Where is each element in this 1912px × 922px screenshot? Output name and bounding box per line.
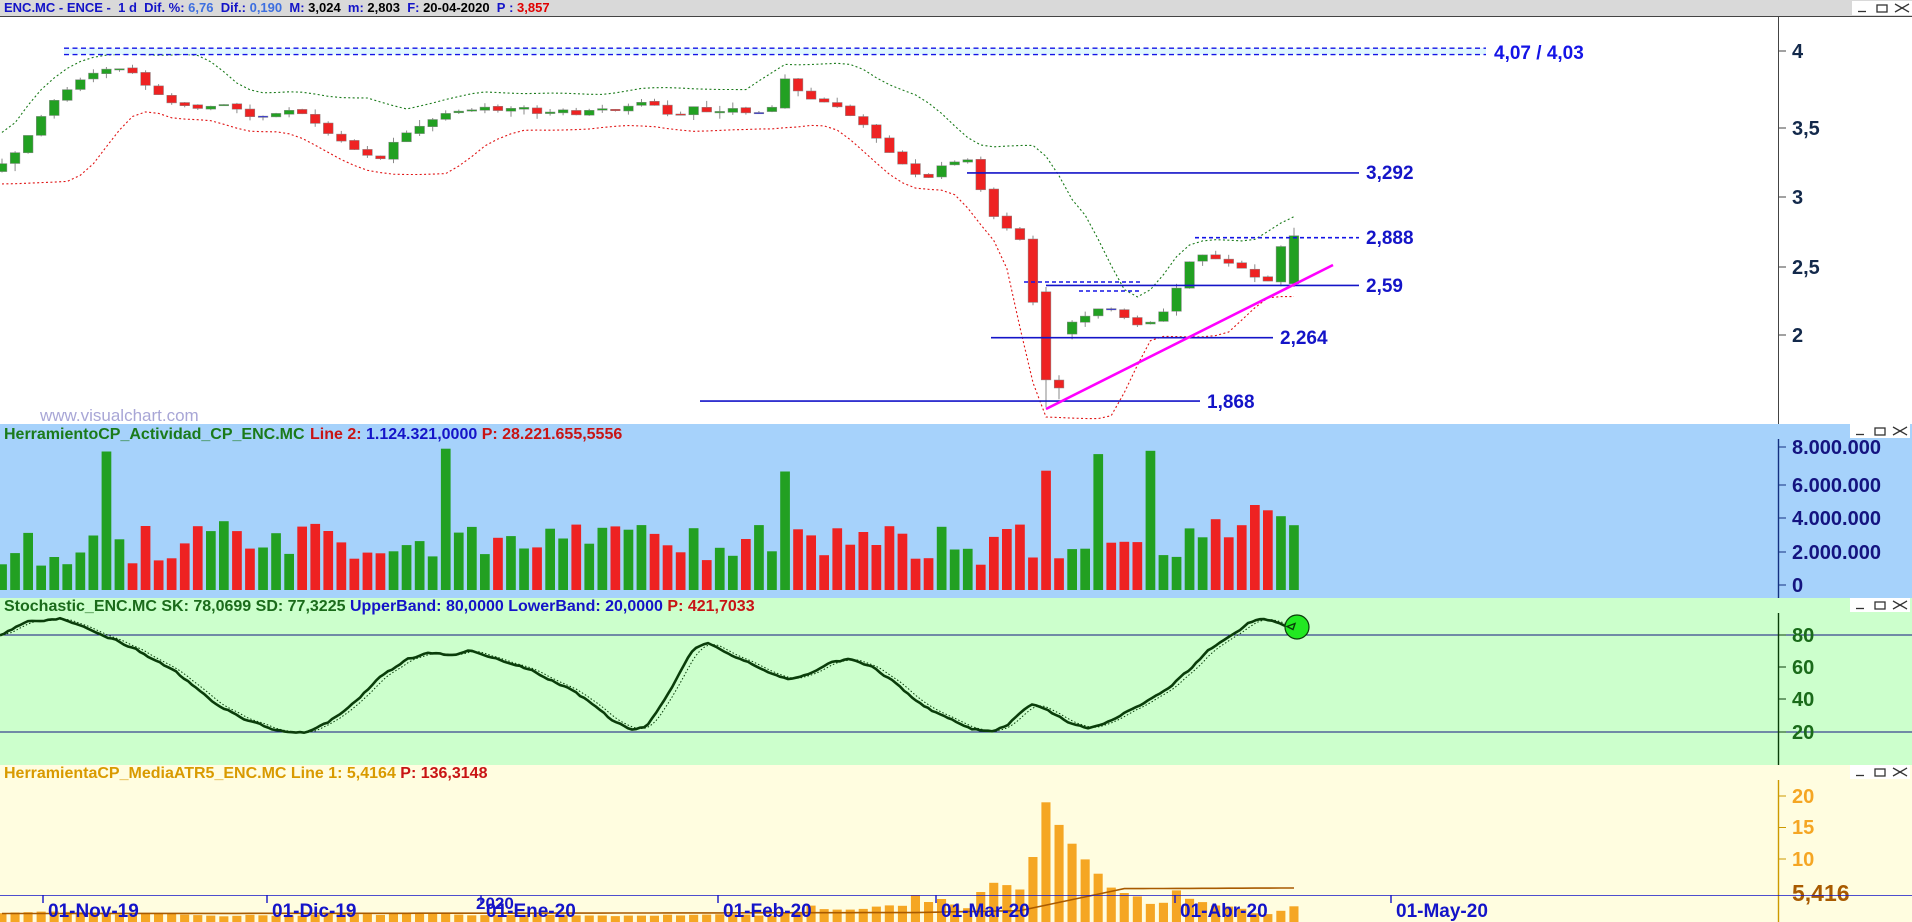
svg-text:15: 15 <box>1792 817 1814 839</box>
svg-text:80: 80 <box>1792 625 1814 647</box>
svg-text:Stochastic_ENC.MC SK: 78,0699: Stochastic_ENC.MC SK: 78,0699 SD: 77,322… <box>4 598 755 615</box>
svg-text:20: 20 <box>1792 786 1814 808</box>
svg-text:2,264: 2,264 <box>1280 328 1328 349</box>
svg-text:3: 3 <box>1792 187 1803 209</box>
svg-text:2,888: 2,888 <box>1366 228 1414 249</box>
svg-text:1,868: 1,868 <box>1207 392 1255 413</box>
svg-text:2,59: 2,59 <box>1366 276 1403 297</box>
svg-text:40: 40 <box>1792 689 1814 711</box>
svg-text:01-Mar-20: 01-Mar-20 <box>941 901 1030 922</box>
svg-text:10: 10 <box>1792 849 1814 871</box>
svg-text:01-May-20: 01-May-20 <box>1396 901 1488 922</box>
svg-text:4: 4 <box>1792 41 1804 63</box>
svg-text:60: 60 <box>1792 657 1814 679</box>
svg-text:Line 2: 1.124.321,0000 P: 28.: Line 2: 1.124.321,0000 P: 28.221.655,555… <box>310 426 622 443</box>
svg-text:4.000.000: 4.000.000 <box>1792 508 1881 530</box>
svg-text:6.000.000: 6.000.000 <box>1792 475 1881 497</box>
svg-text:3,292: 3,292 <box>1366 163 1414 184</box>
svg-text:20: 20 <box>1792 722 1814 744</box>
svg-text:01-Ene-20: 01-Ene-20 <box>486 901 576 922</box>
svg-text:01-Feb-20: 01-Feb-20 <box>723 901 812 922</box>
svg-text:HerramientaCP_MediaATR5_ENC.MC: HerramientaCP_MediaATR5_ENC.MC Line 1: 5… <box>4 765 488 782</box>
svg-text:0: 0 <box>1792 575 1803 597</box>
svg-text:01-Nov-19: 01-Nov-19 <box>48 901 139 922</box>
svg-text:3,5: 3,5 <box>1792 118 1820 140</box>
svg-text:www.visualchart.com: www.visualchart.com <box>39 406 199 424</box>
svg-text:2: 2 <box>1792 325 1803 347</box>
svg-text:8.000.000: 8.000.000 <box>1792 437 1881 459</box>
svg-text:2,5: 2,5 <box>1792 257 1820 279</box>
svg-text:HerramientoCP_Actividad_CP_ENC: HerramientoCP_Actividad_CP_ENC.MC <box>4 426 305 443</box>
svg-text:01-Dic-19: 01-Dic-19 <box>272 901 357 922</box>
svg-text:2.000.000: 2.000.000 <box>1792 542 1881 564</box>
svg-text:4,07 / 4,03: 4,07 / 4,03 <box>1494 43 1584 64</box>
svg-text:01-Abr-20: 01-Abr-20 <box>1180 901 1268 922</box>
